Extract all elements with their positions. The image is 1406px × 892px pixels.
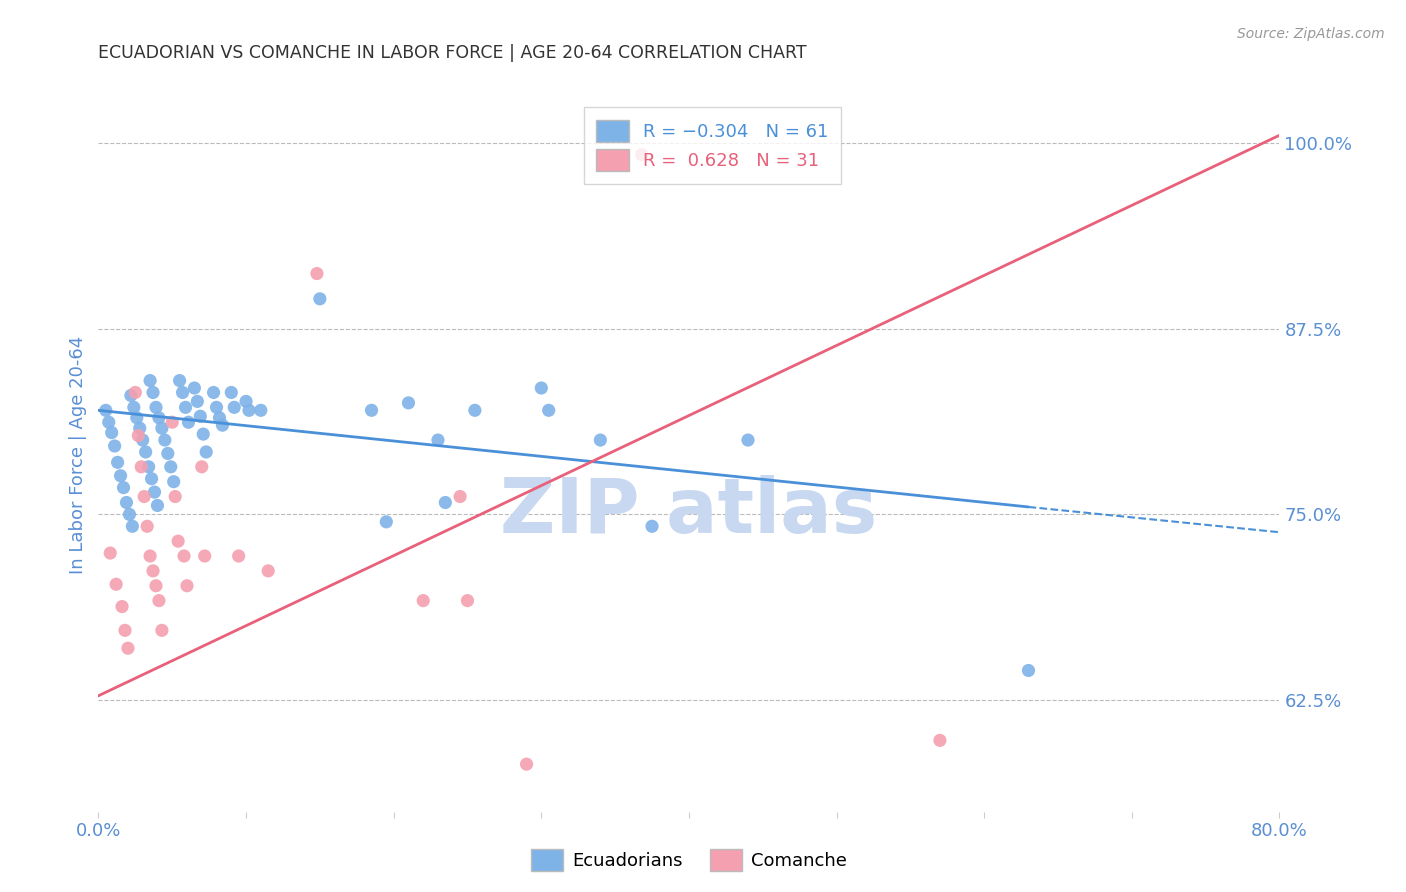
Point <box>464 403 486 417</box>
Text: ECUADORIAN VS COMANCHE IN LABOR FORCE | AGE 20-64 CORRELATION CHART: ECUADORIAN VS COMANCHE IN LABOR FORCE | … <box>98 45 807 62</box>
Point <box>125 410 148 425</box>
Point <box>427 433 450 447</box>
Point <box>589 433 612 447</box>
Point <box>118 508 141 522</box>
Point <box>188 409 211 424</box>
Point <box>124 385 146 400</box>
Point <box>172 385 194 400</box>
Point <box>94 403 117 417</box>
Point <box>115 495 138 509</box>
Point <box>194 549 217 563</box>
Point <box>145 401 167 415</box>
Point <box>219 385 242 400</box>
Point <box>224 401 246 415</box>
Point <box>148 410 170 425</box>
Point <box>257 564 280 578</box>
Point <box>186 394 208 409</box>
Point <box>112 481 135 495</box>
Point <box>100 425 122 440</box>
Point <box>177 415 200 429</box>
Point <box>167 534 190 549</box>
Legend: Ecuadorians, Comanche: Ecuadorians, Comanche <box>523 842 855 879</box>
Point <box>641 519 664 533</box>
Point <box>515 757 537 772</box>
Text: Source: ZipAtlas.com: Source: ZipAtlas.com <box>1237 27 1385 41</box>
Point <box>127 428 149 442</box>
Point <box>114 624 136 638</box>
Point <box>191 459 214 474</box>
Point <box>163 475 186 489</box>
Point <box>156 446 179 460</box>
Point <box>456 593 478 607</box>
Point <box>360 403 382 417</box>
Point <box>120 388 142 402</box>
Point <box>162 415 183 429</box>
Point <box>169 374 191 388</box>
Point <box>136 519 159 533</box>
Point <box>128 421 150 435</box>
Point <box>173 549 195 563</box>
Point <box>537 403 560 417</box>
Point <box>122 401 145 415</box>
Point <box>737 433 759 447</box>
Point <box>150 421 173 435</box>
Y-axis label: In Labor Force | Age 20-64: In Labor Force | Age 20-64 <box>69 335 87 574</box>
Point <box>375 515 398 529</box>
Point <box>228 549 250 563</box>
Point <box>183 381 205 395</box>
Point <box>250 403 273 417</box>
Point <box>97 415 120 429</box>
Point <box>145 579 167 593</box>
Point <box>129 459 152 474</box>
Point <box>396 396 419 410</box>
Point <box>121 519 143 533</box>
Point <box>146 499 169 513</box>
Point <box>928 733 950 747</box>
Point <box>211 418 233 433</box>
Point <box>110 468 132 483</box>
Point <box>143 485 166 500</box>
Point <box>1017 664 1039 678</box>
Point <box>117 641 139 656</box>
Point <box>305 267 328 281</box>
Point <box>138 459 160 474</box>
Point <box>142 385 165 400</box>
Point <box>105 577 128 591</box>
Point <box>142 564 165 578</box>
Point <box>139 374 162 388</box>
Point <box>174 401 197 415</box>
Point <box>434 495 457 509</box>
Point <box>530 381 553 395</box>
Point <box>449 490 471 504</box>
Point <box>165 490 187 504</box>
Point <box>132 433 155 447</box>
Point <box>139 549 162 563</box>
Point <box>238 403 260 417</box>
Point <box>630 147 652 161</box>
Point <box>148 593 170 607</box>
Point <box>195 445 218 459</box>
Text: ZIP atlas: ZIP atlas <box>501 475 877 549</box>
Point <box>150 624 173 638</box>
Point <box>309 292 332 306</box>
Point <box>104 439 127 453</box>
Point <box>208 410 231 425</box>
Point <box>412 593 434 607</box>
Point <box>235 394 257 409</box>
Point <box>135 445 157 459</box>
Point <box>153 433 176 447</box>
Point <box>134 490 156 504</box>
Point <box>98 546 121 560</box>
Point <box>193 427 215 442</box>
Point <box>202 385 225 400</box>
Point <box>159 459 181 474</box>
Point <box>205 401 228 415</box>
Point <box>141 472 163 486</box>
Point <box>176 579 198 593</box>
Legend: R = −0.304   N = 61, R =  0.628   N = 31: R = −0.304 N = 61, R = 0.628 N = 31 <box>583 107 841 184</box>
Point <box>111 599 134 614</box>
Point <box>107 455 129 469</box>
